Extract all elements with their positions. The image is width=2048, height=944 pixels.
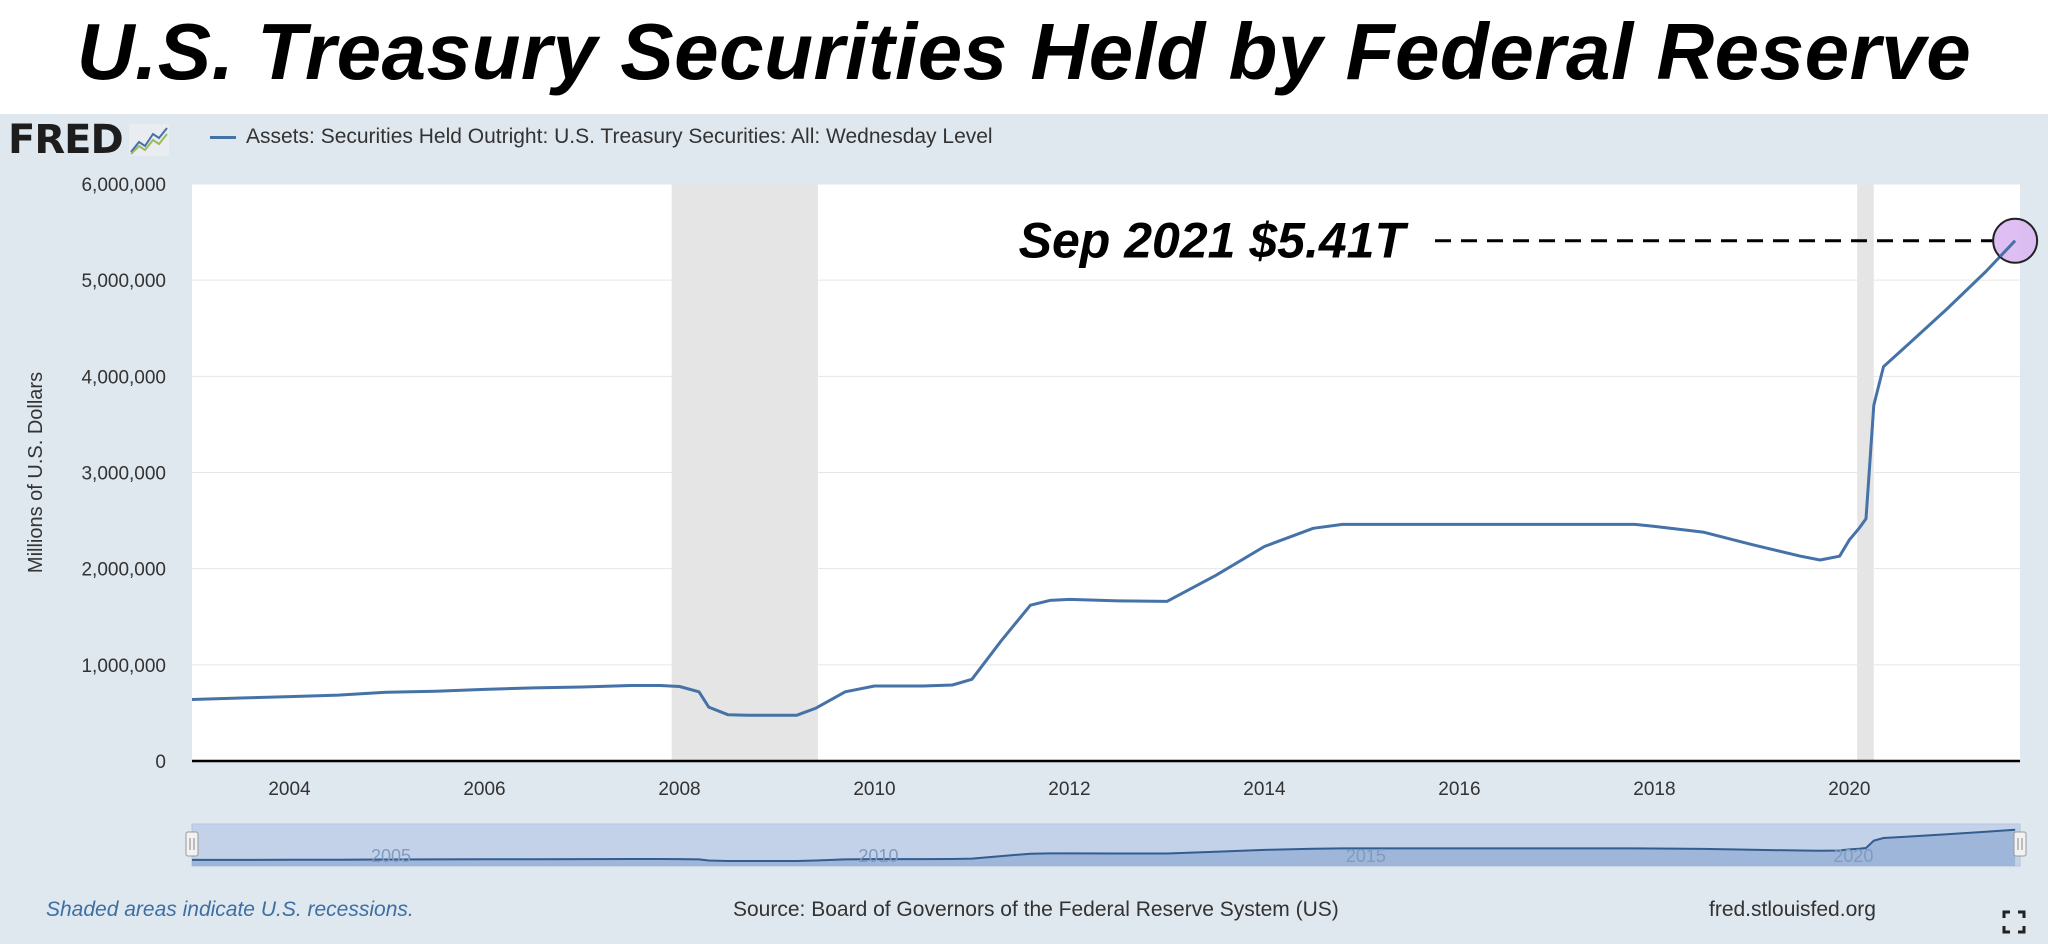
chart-svg: 0 1,000,000 2,000,000 3,000,000 4,000,000 5,0… [25,175,2039,867]
legend-line-swatch [210,135,236,139]
fred-chart-mark-icon [128,124,169,156]
navigator-label: 2005 [371,846,411,866]
recession-note: Shaded areas indicate U.S. recessions. [46,898,414,921]
x-tick-label: 2010 [853,779,895,800]
page-title: U.S. Treasury Securities Held by Federal… [76,7,1972,96]
y-tick-label: 5,000,000 [81,271,166,292]
y-tick-label: 1,000,000 [81,656,166,677]
annotation-label: Sep 2021 $5.41T [1019,213,1410,269]
chart-panel: 0 1,000,000 2,000,000 3,000,000 4,000,000 5,0… [0,114,2048,944]
chart-legend: Assets: Securities Held Outright: U.S. T… [210,122,993,152]
navigator-label: 2010 [858,846,898,866]
site-link[interactable]: fred.stlouisfed.org [1709,898,1876,921]
navigator-handle[interactable] [185,831,199,857]
y-tick-label: 4,000,000 [81,367,166,388]
series-line [191,239,2017,717]
x-tick-label: 2006 [463,779,505,800]
fred-logo-text: FRED [8,117,124,163]
x-tick-label: 2004 [268,779,311,800]
x-tick-label: 2014 [1243,779,1286,800]
x-tick-label: 2012 [1048,779,1090,800]
navigator-line [192,828,2016,862]
x-tick-label: 2016 [1438,779,1480,800]
navigator-handle[interactable] [2013,831,2027,857]
legend-series-name: Assets: Securities Held Outright: U.S. T… [246,125,993,148]
navigator-area [192,829,2016,866]
source-text: Source: Board of Governors of the Federa… [733,898,1339,921]
y-tick-label: 6,000,000 [81,175,166,196]
fred-logo[interactable]: FRED [8,116,169,164]
y-tick-label: 0 [155,752,166,773]
y-tick-label: 2,000,000 [81,560,166,581]
y-tick-label: 3,000,000 [81,464,166,485]
fullscreen-icon[interactable] [2002,910,2026,934]
x-tick-label: 2008 [658,779,700,800]
x-tick-label: 2020 [1828,779,1870,800]
navigator-label: 2015 [1346,846,1386,866]
y-axis-label: Millions of U.S. Dollars [25,372,47,573]
navigator-label: 2020 [1833,846,1873,866]
x-tick-label: 2018 [1633,779,1675,800]
